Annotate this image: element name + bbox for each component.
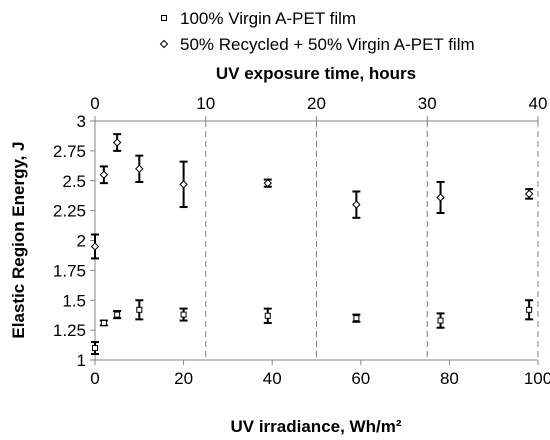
y-tick-label: 1.25: [53, 321, 86, 340]
plot-area: [90, 133, 534, 356]
y-tick-label: 1.5: [62, 291, 86, 310]
y-tick-label: 1.75: [53, 261, 86, 280]
x-tick-label: 60: [351, 369, 370, 388]
x2-tick-label: 10: [196, 94, 215, 113]
data-point-square: [92, 345, 98, 352]
x2-tick-label: 30: [418, 94, 437, 113]
data-point-square: [526, 306, 533, 313]
y-tick-label: 1: [77, 351, 86, 370]
y-tick-label: 2.75: [53, 142, 86, 161]
y-tick-label: 2.5: [62, 172, 86, 191]
data-point-diamond: [436, 193, 445, 202]
legend-marker-diamond: [159, 39, 169, 49]
data-point-diamond: [90, 242, 100, 251]
x2-tick-label: 20: [307, 94, 326, 113]
data-point-square: [437, 317, 444, 324]
data-point-square: [100, 319, 107, 326]
x-tick-label: 20: [174, 369, 193, 388]
reference-lines: [205, 121, 539, 360]
data-point-square: [114, 311, 121, 318]
legend-label-series-2: 50% Recycled + 50% Virgin A-PET film: [180, 35, 475, 54]
data-point-diamond: [524, 189, 534, 199]
data-point-square: [353, 315, 360, 322]
data-point-diamond: [179, 180, 188, 189]
axes: [90, 116, 539, 365]
x-tick-label: 100: [524, 369, 550, 388]
data-point-diamond: [263, 178, 272, 188]
y-axis-title: Elastic Region Energy, J: [9, 141, 28, 338]
y-tick-label: 2: [77, 232, 86, 251]
series-1: [91, 299, 534, 356]
legend-label-series-1: 100% Virgin A-PET film: [180, 9, 356, 28]
data-point-diamond: [352, 200, 361, 209]
data-point-diamond: [99, 170, 109, 179]
legend: 100% Virgin A-PET film 50% Recycled + 50…: [159, 9, 475, 54]
series-2: [90, 133, 534, 260]
x2-tick-label: 0: [90, 94, 99, 113]
bottom-axis-title: UV irradiance, Wh/m²: [231, 417, 402, 436]
data-point-square: [180, 311, 187, 318]
y-tick-label: 3: [77, 112, 86, 131]
x-tick-label: 40: [263, 369, 282, 388]
legend-marker-square: [161, 15, 167, 21]
top-axis-title: UV exposure time, hours: [216, 64, 416, 83]
x2-tick-label: 40: [529, 94, 548, 113]
data-point-diamond: [112, 138, 122, 147]
y-tick-label: 2.25: [53, 202, 86, 221]
x-tick-label: 0: [90, 369, 99, 388]
data-point-diamond: [135, 164, 144, 174]
data-point-square: [136, 306, 143, 313]
x-tick-label: 80: [440, 369, 459, 388]
data-point-square: [264, 312, 271, 319]
